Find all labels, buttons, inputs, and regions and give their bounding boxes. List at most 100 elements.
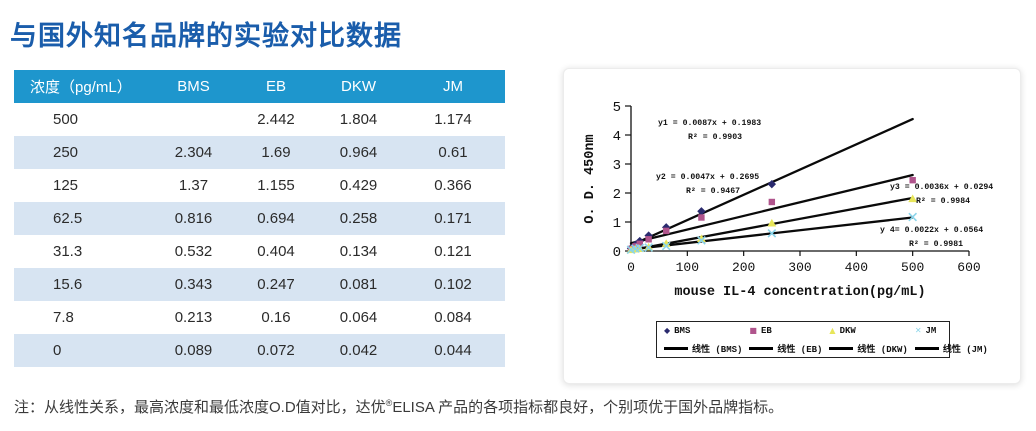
table-cell: 0.171 xyxy=(401,202,505,235)
table-row: 0 0.089 0.072 0.042 0.044 xyxy=(14,334,505,367)
table-cell: 1.37 xyxy=(178,177,209,194)
legend-label: 线性 (JM) xyxy=(942,344,988,355)
legend-item: ✕ JM xyxy=(908,322,988,340)
data-point-square xyxy=(698,214,705,221)
comparison-chart: 0 1 2 3 4 5 0 100 200 300 400 500 600 mouse IL-4 conc… xyxy=(583,100,993,300)
table-cell: 0.532 xyxy=(174,243,213,260)
y-tick-label: 5 xyxy=(613,100,621,116)
table-row: 500 2.442 1.804 1.174 xyxy=(14,103,505,136)
data-point-triangle xyxy=(697,234,706,242)
table-header-row: 浓度（pg/mL） BMS EB DKW JM xyxy=(14,70,505,103)
table-cell: 250 xyxy=(14,136,151,169)
equation-annotation: y2 = 0.0047x + 0.2695 xyxy=(656,173,759,182)
legend-label: JM xyxy=(925,325,937,336)
table-row: 7.8 0.213 0.16 0.064 0.084 xyxy=(14,301,505,334)
x-tick-label: 0 xyxy=(627,260,635,275)
column-header: DKW xyxy=(316,70,401,103)
equation-annotation: y3 = 0.0036x + 0.0294 xyxy=(890,183,993,192)
table-cell: 0.121 xyxy=(434,243,472,260)
page-title: 与国外知名品牌的实验对比数据 xyxy=(10,21,402,51)
table-cell: 1.174 xyxy=(434,111,472,128)
data-point-triangle xyxy=(908,194,918,203)
y-axis-label: O. D. 450nm xyxy=(583,134,598,223)
table-cell: 0.072 xyxy=(236,334,316,367)
table-row: 62.5 0.816 0.694 0.258 0.171 xyxy=(14,202,505,235)
table-cell: 0.694 xyxy=(236,202,316,235)
table-cell: 0.102 xyxy=(401,268,505,301)
triangle-marker-icon: ▲ xyxy=(829,325,836,335)
legend-label: BMS xyxy=(674,325,691,336)
data-point-square xyxy=(768,198,776,206)
y-tick-label: 3 xyxy=(613,158,621,174)
data-point-square xyxy=(663,227,670,235)
table-cell: 0.16 xyxy=(261,309,291,326)
table-cell: 62.5 xyxy=(14,202,151,235)
table-row: 250 2.304 1.69 0.964 0.61 xyxy=(14,136,505,169)
table-cell: 2.304 xyxy=(151,136,236,169)
table-cell: 0.61 xyxy=(401,136,505,169)
data-point-square xyxy=(645,236,652,243)
footnote-text-2: ELISA 产品的各项指标都良好，个别项优于国外品牌指标。 xyxy=(392,399,784,416)
diamond-marker-icon: ◆ xyxy=(664,325,671,335)
table-cell: 31.3 xyxy=(53,243,83,260)
data-point-square xyxy=(636,240,643,248)
equation-annotation: y1 = 0.0087x + 0.1983 xyxy=(658,119,761,128)
legend-trendline-item: 线性 (BMS) xyxy=(657,340,742,358)
x-tick-label: 600 xyxy=(957,260,980,275)
table-cell: 2.442 xyxy=(257,111,295,128)
data-point-x xyxy=(661,241,671,251)
trendline-swatch-icon xyxy=(664,346,688,350)
equation-annotation: R² = 0.9903 xyxy=(688,133,742,142)
legend-label: 线性 (DKW) xyxy=(857,344,908,355)
table-cell: 0.366 xyxy=(434,177,472,194)
data-point-x xyxy=(908,212,918,222)
legend-label: DKW xyxy=(839,325,856,336)
y-tick-label: 0 xyxy=(613,245,621,261)
legend-label: EB xyxy=(760,325,772,336)
square-marker-icon: ■ xyxy=(749,325,757,335)
comparison-table: 浓度（pg/mL） BMS EB DKW JM 500 2.442 1.804 1.174 25… xyxy=(14,70,505,367)
table-cell: 125 xyxy=(53,177,79,194)
legend-label: 线性 (EB) xyxy=(777,344,823,355)
footnote: 注：从线性关系，最高浓度和最低浓度O.D值对比，达优®ELISA 产品的各项指标… xyxy=(14,396,783,417)
legend-item: ▲ DKW xyxy=(822,322,907,340)
column-header: 浓度（pg/mL） xyxy=(14,70,151,103)
data-point-triangle xyxy=(661,239,671,247)
data-point-square xyxy=(909,176,916,184)
x-tick-label: 400 xyxy=(845,260,868,275)
data-point-x xyxy=(697,236,706,245)
x-tick-label: 500 xyxy=(901,260,924,275)
table-cell: 0.429 xyxy=(339,177,378,194)
table-row: 31.3 0.532 0.404 0.134 0.121 xyxy=(14,235,505,268)
x-tick-label: 100 xyxy=(676,260,699,275)
legend-trendline-item: 线性 (EB) xyxy=(742,340,822,358)
data-point-x xyxy=(644,243,653,252)
chart-legend: ◆ BMS ■ EB ▲ DKW ✕ JM 线性 (BMS) 线性 (EB) 线性 (DKW) 线性 … xyxy=(656,321,988,358)
table-cell: 0.044 xyxy=(401,334,505,367)
table-cell: 1.155 xyxy=(257,177,295,194)
table-row: 125 1.37 1.155 0.429 0.366 xyxy=(14,169,505,202)
table-cell: 0.081 xyxy=(316,268,401,301)
equation-annotation: R² = 0.9984 xyxy=(916,197,970,206)
column-header: JM xyxy=(401,70,505,103)
table-cell: 0.258 xyxy=(316,202,401,235)
table-cell xyxy=(151,103,236,136)
data-point-x xyxy=(635,243,645,253)
table-cell: 15.6 xyxy=(14,268,151,301)
table-cell: 0.089 xyxy=(151,334,236,367)
column-header: BMS xyxy=(151,70,236,103)
trendline xyxy=(629,173,914,245)
table-cell: 0.964 xyxy=(316,136,401,169)
table-cell: 0 xyxy=(14,334,151,367)
y-tick-label: 2 xyxy=(613,187,621,203)
column-header: EB xyxy=(236,70,316,103)
table-cell: 0.213 xyxy=(174,309,213,326)
table-cell: 0.343 xyxy=(151,268,236,301)
legend-item: ■ EB xyxy=(742,322,822,340)
table-cell: 0.134 xyxy=(339,243,378,260)
table-cell: 1.69 xyxy=(236,136,316,169)
legend-trendline-item: 线性 (DKW) xyxy=(822,340,908,358)
table-cell: 0.247 xyxy=(236,268,316,301)
trendline-swatch-icon xyxy=(829,346,854,350)
registered-mark: ® xyxy=(385,398,393,408)
